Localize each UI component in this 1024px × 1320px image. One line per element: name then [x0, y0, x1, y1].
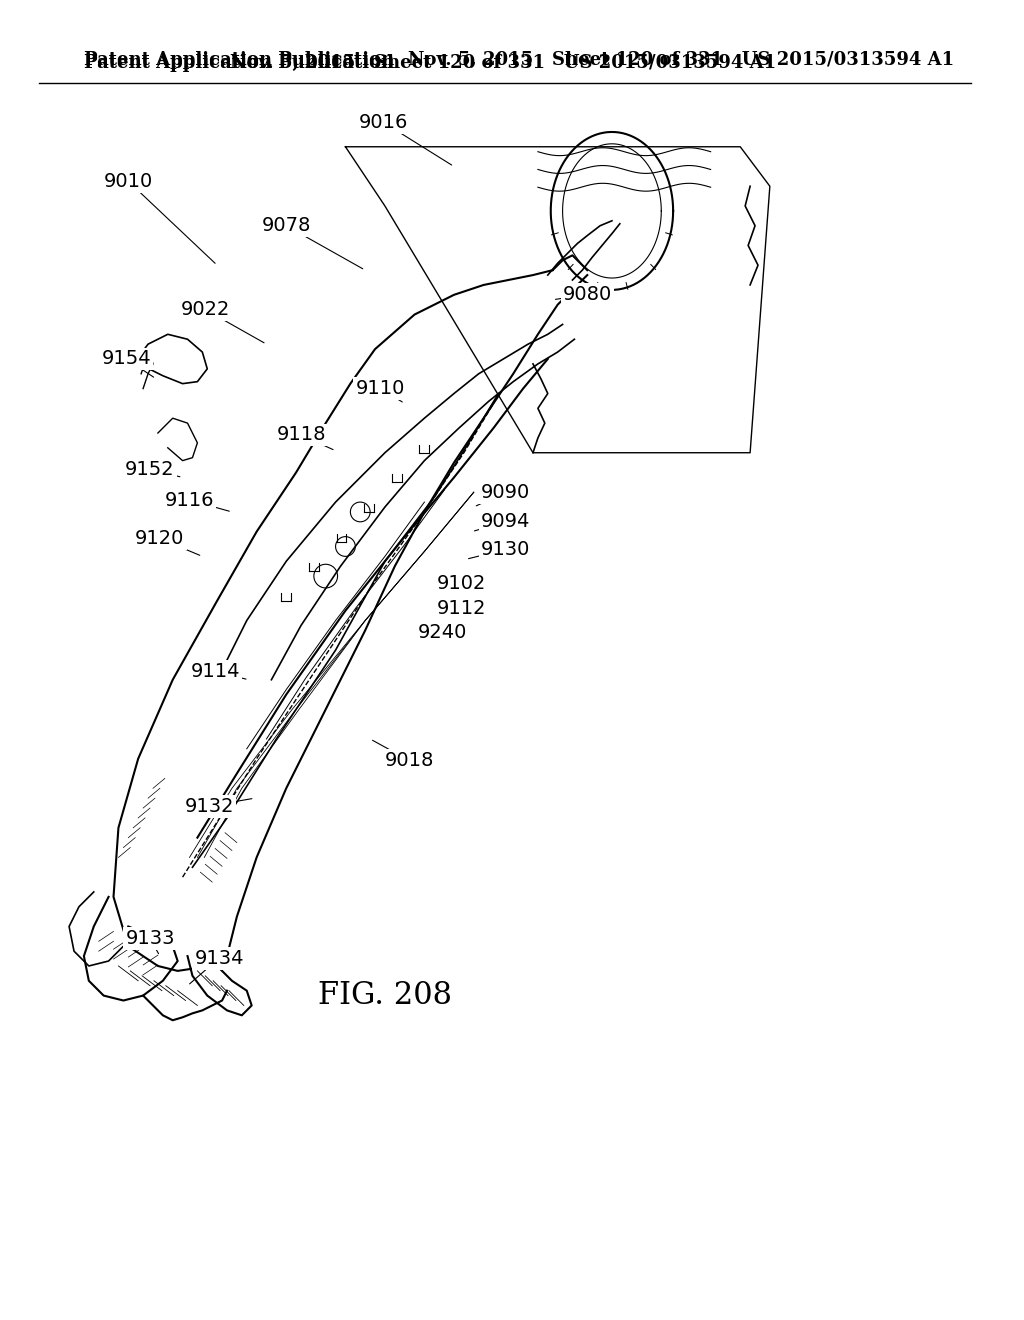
Text: Patent Application Publication: Patent Application Publication [84, 51, 394, 69]
Text: 9022: 9022 [180, 300, 230, 319]
Text: Nov. 5, 2015   Sheet 120 of 331   US 2015/0313594 A1: Nov. 5, 2015 Sheet 120 of 331 US 2015/03… [230, 54, 776, 71]
Text: 9016: 9016 [358, 112, 408, 132]
Text: 9114: 9114 [190, 663, 240, 681]
Text: 9080: 9080 [562, 285, 612, 305]
Text: FIG. 208: FIG. 208 [317, 979, 452, 1011]
Text: Nov. 5, 2015   Sheet 120 of 331   US 2015/0313594 A1: Nov. 5, 2015 Sheet 120 of 331 US 2015/03… [408, 51, 954, 69]
Text: 9130: 9130 [480, 540, 530, 558]
Text: 9133: 9133 [125, 929, 175, 948]
Text: 9010: 9010 [103, 172, 153, 191]
Text: 9134: 9134 [195, 949, 244, 968]
Text: 9154: 9154 [101, 350, 152, 368]
Text: 9094: 9094 [480, 512, 530, 532]
Text: 9018: 9018 [385, 751, 434, 770]
Text: 9102: 9102 [437, 573, 486, 593]
Text: Patent Application Publication: Patent Application Publication [84, 54, 394, 71]
Text: 9152: 9152 [125, 459, 175, 479]
Text: 9112: 9112 [437, 599, 486, 618]
Text: 9118: 9118 [276, 425, 326, 445]
Text: 9110: 9110 [355, 379, 404, 399]
Text: 9120: 9120 [135, 529, 184, 548]
Text: 9116: 9116 [165, 491, 214, 510]
Text: 9132: 9132 [184, 796, 234, 816]
Text: 9240: 9240 [418, 623, 467, 642]
Text: 9078: 9078 [261, 216, 311, 235]
Text: 9090: 9090 [480, 483, 530, 502]
